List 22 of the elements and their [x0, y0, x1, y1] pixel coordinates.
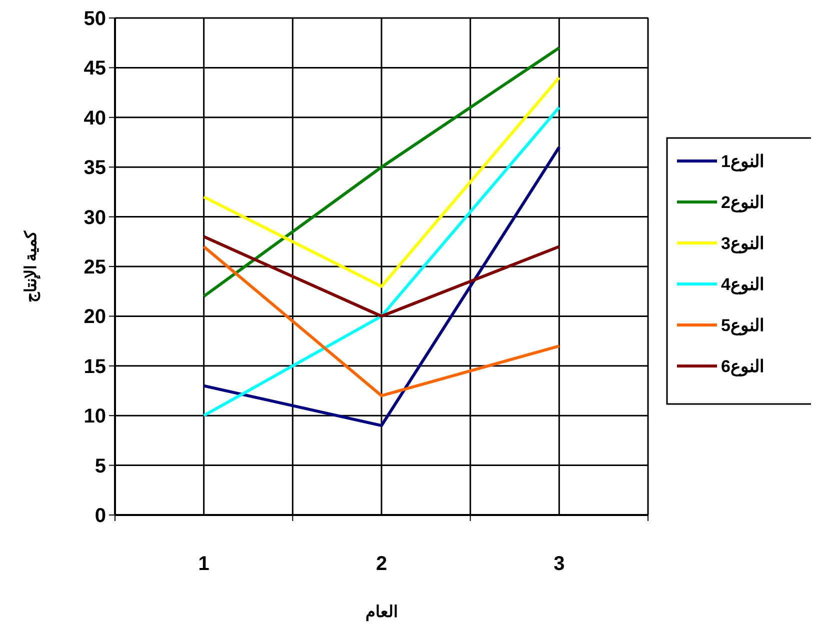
x-tick-label: 3: [554, 553, 565, 575]
y-tick-label: 5: [94, 455, 106, 478]
y-tick-label: 25: [84, 256, 106, 278]
x-tick-label: 2: [376, 553, 388, 575]
y-axis-title: كمية الإنتاج: [23, 230, 41, 303]
legend-label: النوع4: [721, 274, 764, 295]
x-axis-title: العام: [366, 604, 398, 622]
y-tick-label: 0: [94, 505, 106, 527]
y-tick-label: 50: [84, 8, 106, 30]
legend-label: النوع1: [721, 152, 764, 172]
legend-label: النوع3: [721, 234, 764, 254]
legend-label: النوع2: [721, 192, 764, 213]
legend-label: النوع5: [721, 316, 764, 336]
y-tick-label: 15: [84, 356, 106, 378]
x-tick-label: 1: [198, 553, 210, 575]
y-tick-label: 20: [84, 306, 106, 328]
y-tick-label: 40: [84, 107, 106, 130]
legend-label: النوع6: [721, 356, 764, 377]
y-tick-label: 45: [84, 58, 106, 80]
y-tick-label: 35: [84, 157, 106, 180]
y-tick-label: 10: [84, 406, 106, 428]
y-tick-label: 30: [84, 206, 106, 229]
